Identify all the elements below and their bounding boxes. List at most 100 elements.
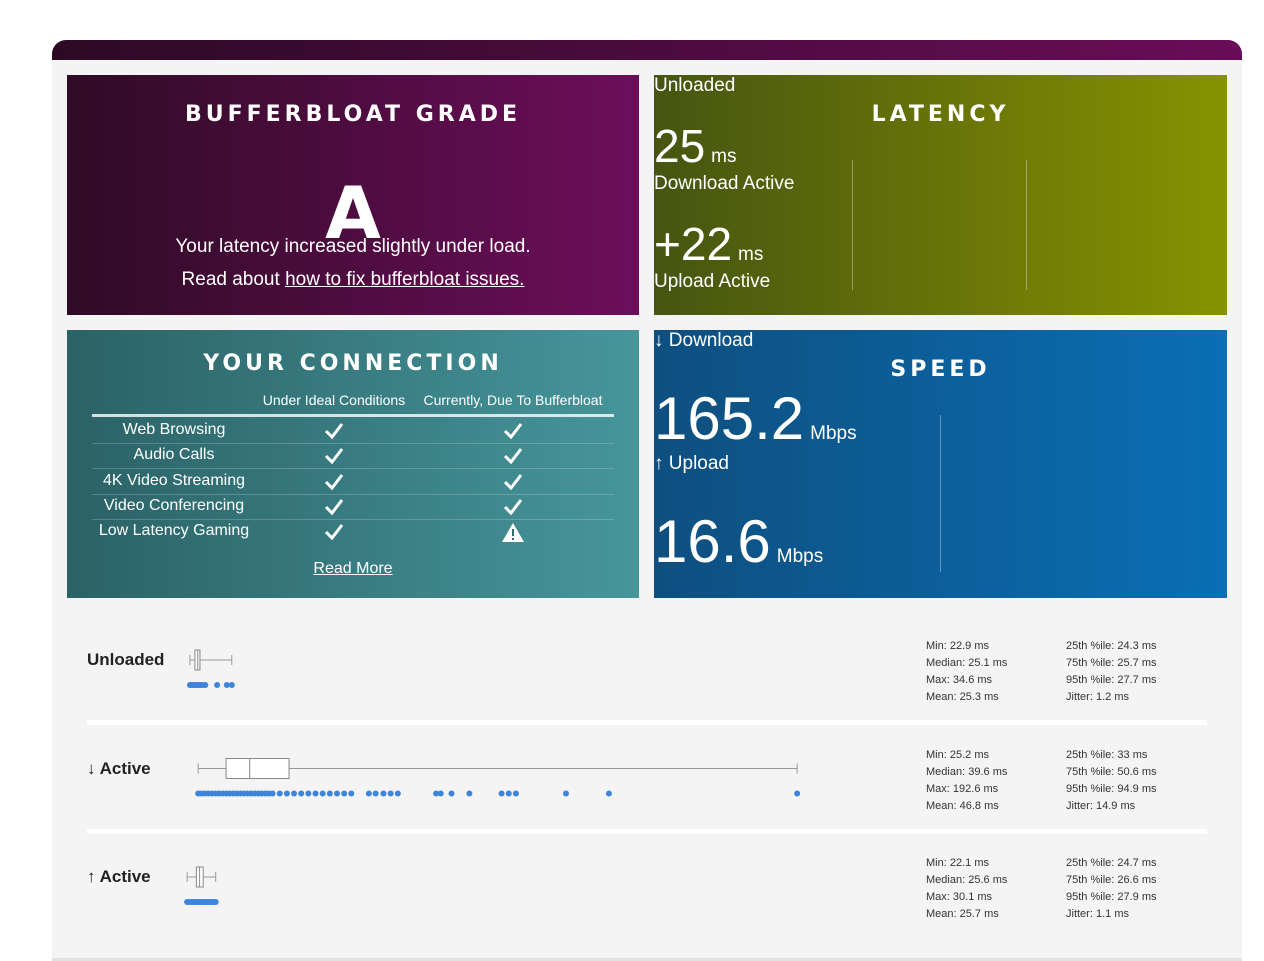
stat-value: 22.1 <box>949 857 972 869</box>
stat-unit: ms <box>1141 640 1157 652</box>
stat-label: Jitter: <box>1066 691 1093 703</box>
stat: Mean: 25.3 ms <box>926 691 999 703</box>
grade-text: Your latency increased slightly under lo… <box>175 236 531 257</box>
service-name: Web Browsing <box>122 421 226 438</box>
stat: 75th %ile: 26.6 ms <box>1066 874 1157 886</box>
stat-unit: ms <box>974 857 989 869</box>
check-icon <box>324 473 344 490</box>
sample-dot <box>212 899 219 905</box>
sample-dot <box>305 790 312 797</box>
stat-unit: ms <box>1141 657 1157 669</box>
stat-value: 26.6 <box>1117 874 1139 886</box>
check <box>324 498 344 516</box>
check-icon <box>324 498 344 516</box>
stat-label: 25th %ile: <box>1066 748 1115 761</box>
sample-dot <box>433 790 440 797</box>
sample-dot <box>202 682 209 688</box>
check-icon <box>324 448 344 465</box>
sample-dot <box>341 790 348 797</box>
mark <box>512 529 514 537</box>
stat-value: 39.6 <box>968 765 990 778</box>
grade-card: BUFFERBLOAT GRADE A Your latency increas… <box>67 75 639 315</box>
stat-unit: ms <box>974 640 989 652</box>
stat-value: 25.2 <box>949 748 972 761</box>
sample-dot <box>498 790 505 797</box>
stat: 95th %ile: 94.9 ms <box>1066 783 1157 795</box>
stat: Min: 25.2 ms <box>926 749 989 761</box>
stat-unit: ms <box>984 691 999 703</box>
stat-label: Median: <box>926 874 966 886</box>
stat: 95th %ile: 27.9 ms <box>1066 891 1157 903</box>
value: 165.2 <box>654 385 805 452</box>
unit: Mbps <box>810 423 857 444</box>
check-icon <box>503 448 523 465</box>
card-title: BUFFERBLOAT GRADE <box>184 102 522 127</box>
check <box>503 448 523 465</box>
sample-dot <box>348 790 355 797</box>
stat-value: 24.7 <box>1117 857 1139 869</box>
speed-column: ↓ Download 165.2 Mbps <box>654 330 934 453</box>
link[interactable]: how to fix bufferbloat issues. <box>285 269 525 290</box>
latency-value: +22 ms <box>654 217 834 271</box>
stat: 25th %ile: 24.3 ms <box>1066 640 1157 652</box>
stat-unit: ms <box>1141 891 1157 903</box>
sample-dot <box>228 682 235 688</box>
grade-letter: A <box>325 171 381 255</box>
stat: Median: 25.1 ms <box>926 657 1007 669</box>
check <box>324 448 344 465</box>
speed-value: 165.2 Mbps <box>654 384 934 453</box>
stat-unit: ms <box>1141 857 1157 869</box>
check <box>324 524 344 541</box>
stat-value: 94.9 <box>1117 782 1139 795</box>
stat-label: 75th %ile: <box>1066 765 1115 778</box>
stat-label: 25th %ile: <box>1066 857 1115 869</box>
stat-unit: ms <box>992 657 1008 669</box>
sample-dot <box>276 790 283 797</box>
unit: ms <box>711 146 737 167</box>
sample-dot <box>437 790 444 797</box>
stat-unit: ms <box>1141 782 1157 795</box>
stat-value: 46.8 <box>959 799 982 812</box>
unit: ms <box>738 244 764 265</box>
service-name: 4K Video Streaming <box>102 471 245 489</box>
sample-dot <box>380 790 387 797</box>
sample-dot <box>269 790 276 797</box>
speed-column: ↑ Upload 16.6 Mbps <box>654 453 934 576</box>
sample-dot <box>365 790 372 797</box>
stat: 25th %ile: 24.7 ms <box>1066 857 1157 869</box>
sample-dot <box>214 682 221 688</box>
check <box>503 498 523 516</box>
latency-column: Upload Active+0ms <box>654 271 834 315</box>
connection-card: YOUR CONNECTION Under Ideal Conditions C… <box>67 330 639 598</box>
stat-unit: ms <box>1141 765 1157 778</box>
latency-label: Unloaded <box>654 75 736 96</box>
separator <box>87 720 1207 725</box>
stat-value: 25.1 <box>968 657 990 669</box>
stat: 25th %ile: 33 ms <box>1066 749 1147 761</box>
stat-label: 75th %ile: <box>1066 874 1115 886</box>
stat-value: 192.6 <box>952 782 981 795</box>
stat: Mean: 25.7 ms <box>926 908 999 920</box>
stat-value: 1.2 <box>1095 691 1112 703</box>
stat-label: Median: <box>926 657 966 669</box>
stat: Mean: 46.8 ms <box>926 800 999 812</box>
stat-value: 34.6 <box>952 674 975 686</box>
stat-value: 24.3 <box>1117 640 1139 652</box>
box <box>225 758 290 779</box>
stat-label: 25th %ile: <box>1066 640 1115 652</box>
sample-dot <box>394 790 401 797</box>
sample-dot <box>326 790 333 797</box>
stat-label: Min: <box>926 857 947 869</box>
stat-unit: ms <box>974 748 989 761</box>
stat: 75th %ile: 50.6 ms <box>1066 766 1157 778</box>
stat-value: 33 <box>1117 748 1130 761</box>
stat-value: 25.7 <box>1117 657 1139 669</box>
stat-unit: ms <box>984 799 999 812</box>
stat: Min: 22.1 ms <box>926 857 989 869</box>
stat-label: Mean: <box>926 799 957 812</box>
stat-value: 25.7 <box>959 908 982 920</box>
sample-dot <box>291 790 298 797</box>
read-more-link[interactable]: Read More <box>313 560 393 577</box>
card-title: LATENCY <box>871 102 1010 127</box>
